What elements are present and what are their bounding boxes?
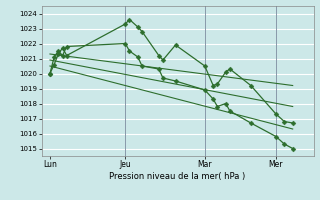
X-axis label: Pression niveau de la mer( hPa ): Pression niveau de la mer( hPa ): [109, 172, 246, 181]
